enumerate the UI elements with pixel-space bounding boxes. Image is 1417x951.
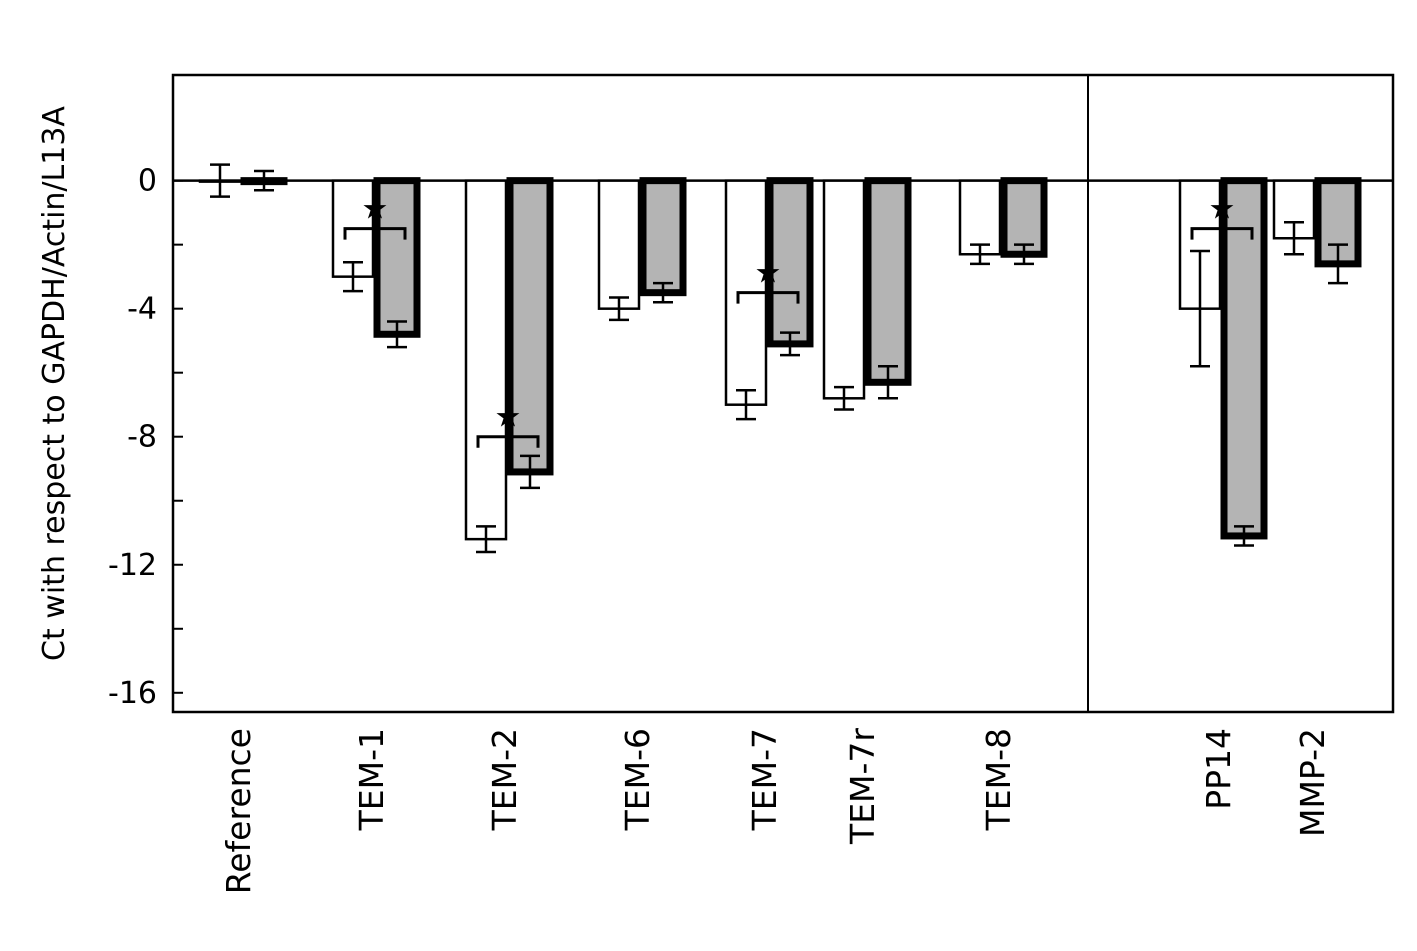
y-tick-label: -4 — [127, 292, 157, 327]
bar-control — [822, 179, 866, 400]
category-label: MMP-2 — [1293, 728, 1332, 837]
bar-treated — [864, 177, 912, 386]
category-label: TEM-7 — [745, 728, 784, 831]
category-label: TEM-2 — [485, 728, 524, 831]
significance-bracket — [1190, 227, 1254, 240]
bar-control — [958, 179, 1002, 256]
y-tick-label: -8 — [127, 420, 157, 455]
significance-star: ★ — [495, 400, 522, 435]
y-axis-label-group: Ct with respect to GAPDH/Actin/L13A — [37, 106, 72, 661]
category-label: PP14 — [1199, 728, 1238, 810]
category-label: TEM-6 — [618, 728, 657, 831]
significance-bracket — [736, 291, 800, 304]
bar-treated — [1000, 177, 1048, 258]
y-axis-label: Ct with respect to GAPDH/Actin/L13A — [37, 106, 72, 661]
bar-treated — [639, 177, 687, 297]
category-label: TEM-1 — [352, 728, 391, 831]
significance-bracket — [476, 435, 540, 448]
category-label: Reference — [219, 728, 258, 894]
category-label: TEM-8 — [979, 728, 1018, 831]
plot-area: 0 -4 -8 -12 -16 ★ ★ ★ ★ Reference TEM-1 TEM-2 TEM-6 T… — [108, 73, 1395, 894]
bar-treated — [373, 177, 421, 338]
y-tick-label: -16 — [108, 676, 157, 711]
significance-star: ★ — [1209, 192, 1236, 227]
significance-star: ★ — [362, 192, 389, 227]
category-label: TEM-7r — [843, 728, 882, 845]
y-tick-label: 0 — [138, 164, 157, 199]
y-tick-label: -12 — [108, 548, 157, 583]
plot-frame — [171, 73, 1395, 714]
significance-star: ★ — [755, 256, 782, 291]
bar-treated — [1220, 177, 1268, 540]
significance-bracket — [343, 227, 407, 240]
bar-control — [597, 179, 641, 310]
bar-control — [464, 179, 508, 541]
